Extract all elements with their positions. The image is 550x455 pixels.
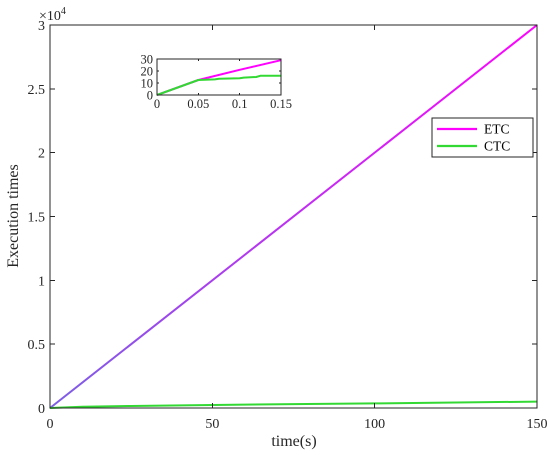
- main-x-tick-label: 150: [527, 417, 548, 432]
- inset-tick-marks: [156, 58, 282, 96]
- legend-item-ctc: CTC: [437, 139, 510, 154]
- y-axis-exponent: ×104: [39, 6, 66, 24]
- main-x-tick-label: 100: [364, 417, 385, 432]
- inset-series-lines: [156, 59, 282, 96]
- main-series-lines: [49, 24, 538, 409]
- main-x-tick-label: 0: [47, 417, 54, 432]
- main-x-tick-label: 50: [205, 417, 219, 432]
- main-y-tick-label: 2: [38, 147, 45, 162]
- main-y-tick-label: 2.5: [28, 83, 46, 98]
- legend: ETC CTC: [431, 117, 534, 158]
- legend-box: [431, 117, 534, 158]
- inset-y-tick-label: 30: [141, 52, 154, 66]
- inset-axes-frame: [156, 58, 282, 96]
- y-axis-label: Execution times: [5, 164, 22, 268]
- main-tick-marks: [49, 24, 538, 409]
- inset-axes-box: [156, 58, 282, 96]
- x-axis-label: time(s): [271, 433, 316, 450]
- inset-x-tick-label: 0: [154, 97, 160, 111]
- inset-y-tick-label: 0: [147, 88, 153, 102]
- legend-label-ctc: CTC: [484, 139, 510, 154]
- main-y-tick-label: 0.5: [28, 338, 46, 353]
- inset-ctc-line: [156, 74, 281, 96]
- inset-x-tick-label: 0.15: [270, 97, 292, 111]
- main-y-tick-label: 0: [38, 402, 45, 417]
- y-exponent-power: 4: [61, 6, 66, 17]
- inset-x-tick-label: 0.05: [187, 97, 209, 111]
- main-y-tick-label: 3: [38, 19, 45, 34]
- main-y-tick-label: 1: [38, 274, 45, 289]
- main-ctc-line: [49, 400, 538, 409]
- main-y-tick-label: 1.5: [28, 211, 46, 226]
- y-exponent-base: ×10: [39, 9, 61, 24]
- legend-label-etc: ETC: [484, 122, 510, 137]
- inset-y-tick-label: 10: [141, 76, 154, 90]
- legend-item-etc: ETC: [437, 122, 510, 137]
- inset-y-tick-label: 20: [141, 64, 154, 78]
- inset-x-tick-label: 0.1: [232, 97, 248, 111]
- main-etc-line: [49, 24, 538, 409]
